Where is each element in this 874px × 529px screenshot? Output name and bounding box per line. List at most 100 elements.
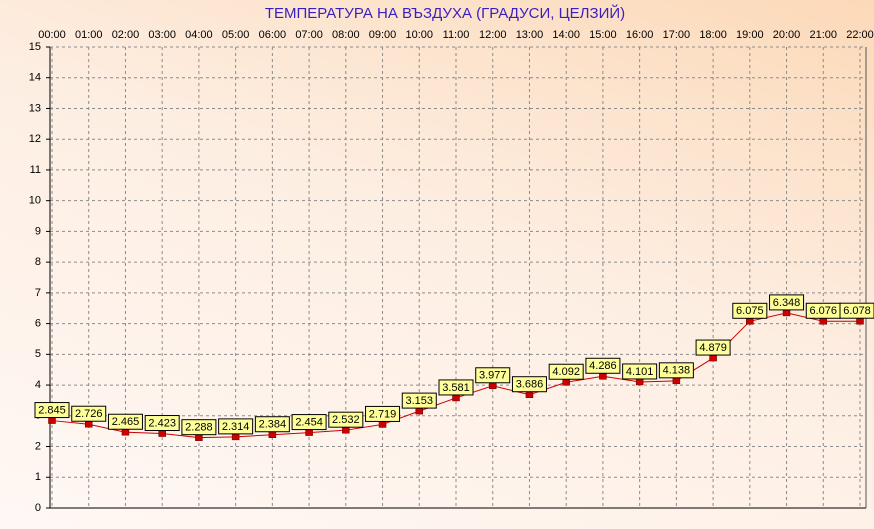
y-tick-label: 4 — [35, 379, 41, 391]
x-tick-label: 00:00 — [38, 29, 66, 41]
x-tick-label: 03:00 — [148, 29, 176, 41]
y-tick-label: 14 — [29, 72, 41, 84]
point — [84, 420, 93, 428]
x-tick-label: 19:00 — [736, 29, 764, 41]
value-label: 6.348 — [773, 297, 801, 309]
x-tick-label: 20:00 — [773, 29, 801, 41]
value-label-box — [658, 362, 694, 379]
value-label-box — [839, 302, 874, 319]
value-label: 2.288 — [185, 422, 213, 434]
value-label: 4.138 — [663, 365, 691, 377]
x-tick-label: 12:00 — [479, 29, 507, 41]
y-tick-label: 10 — [29, 195, 41, 207]
value-label: 4.101 — [626, 366, 654, 378]
value-label: 2.845 — [38, 404, 66, 416]
value-label-box — [71, 405, 107, 422]
x-tick-label: 02:00 — [112, 29, 140, 41]
point — [268, 431, 277, 438]
point — [856, 317, 864, 325]
y-tick-label: 13 — [29, 102, 41, 114]
value-label-box — [254, 416, 290, 433]
value-label-box — [34, 402, 70, 419]
point — [819, 318, 828, 325]
x-tick-label: 07:00 — [295, 29, 323, 41]
value-label: 2.384 — [259, 419, 287, 431]
value-label: 6.078 — [843, 305, 871, 317]
point — [305, 429, 313, 436]
value-label: 2.726 — [75, 408, 103, 420]
point — [195, 434, 203, 441]
point — [415, 407, 424, 415]
value-label-box — [218, 418, 254, 435]
y-tick-label: 6 — [35, 318, 41, 330]
x-tick-label: 05:00 — [222, 29, 250, 41]
y-tick-label: 1 — [35, 471, 41, 483]
y-tick-label: 7 — [35, 287, 41, 299]
x-tick-label: 17:00 — [663, 29, 691, 41]
x-tick-label: 08:00 — [332, 29, 360, 41]
point — [452, 394, 460, 402]
value-label: 2.454 — [295, 416, 323, 428]
x-tick-label: 01:00 — [75, 29, 103, 41]
value-label-box — [511, 376, 547, 393]
x-tick-label: 11:00 — [443, 29, 470, 41]
value-label-box — [548, 363, 584, 380]
value-label-box — [732, 302, 768, 319]
point — [562, 378, 570, 386]
value-label: 3.153 — [406, 395, 434, 407]
point — [672, 377, 681, 385]
y-tick-label: 11 — [30, 164, 41, 176]
value-label: 3.581 — [442, 382, 470, 394]
value-label-box — [144, 415, 180, 432]
value-label-box — [695, 339, 731, 356]
value-label-box — [181, 419, 217, 436]
value-label: 4.092 — [552, 366, 580, 378]
y-tick-label: 15 — [29, 41, 41, 53]
point — [525, 391, 534, 398]
value-label: 2.465 — [112, 416, 140, 428]
value-label-box — [622, 363, 658, 380]
point — [48, 417, 56, 424]
y-tick-label: 12 — [29, 133, 41, 145]
x-tick-label: 09:00 — [369, 29, 397, 41]
value-label: 2.719 — [369, 408, 397, 420]
value-label: 2.423 — [148, 417, 176, 429]
point — [635, 378, 644, 386]
value-label-box — [475, 367, 511, 384]
point — [378, 421, 387, 428]
value-label-box — [585, 357, 621, 374]
value-label-box — [438, 379, 474, 396]
point — [342, 426, 350, 434]
y-tick-label: 5 — [35, 348, 41, 360]
value-label-box — [291, 414, 327, 431]
point — [231, 433, 240, 441]
value-label: 4.879 — [699, 342, 727, 354]
x-tick-label: 15:00 — [589, 29, 617, 41]
value-label-box — [328, 411, 364, 428]
value-label-box — [769, 294, 805, 311]
x-tick-label: 13:00 — [516, 29, 544, 41]
point — [488, 382, 497, 390]
point — [782, 309, 791, 317]
value-label-box — [107, 413, 143, 430]
x-tick-label: 06:00 — [259, 29, 287, 41]
value-label: 3.977 — [479, 370, 507, 382]
chart-title: ТЕМПЕРАТУРА НА ВЪЗДУХА (ГРАДУСИ, ЦЕЛЗИЙ) — [265, 4, 625, 22]
y-tick-label: 9 — [35, 225, 41, 237]
value-label-box — [401, 392, 437, 409]
x-tick-label: 04:00 — [185, 29, 213, 41]
y-tick-label: 2 — [35, 440, 41, 452]
point — [158, 430, 166, 437]
value-label: 3.686 — [516, 379, 544, 391]
x-tick-label: 21:00 — [810, 29, 838, 41]
x-tick-label: 16:00 — [626, 29, 654, 41]
x-tick-label: 22:00 — [846, 29, 874, 41]
value-label: 6.075 — [736, 305, 764, 317]
point — [599, 373, 607, 380]
value-label: 2.314 — [222, 421, 250, 433]
x-tick-label: 18:00 — [699, 29, 727, 41]
point — [121, 428, 130, 436]
value-label: 6.076 — [810, 305, 838, 317]
y-tick-label: 8 — [35, 256, 41, 268]
x-tick-label: 10:00 — [406, 29, 434, 41]
